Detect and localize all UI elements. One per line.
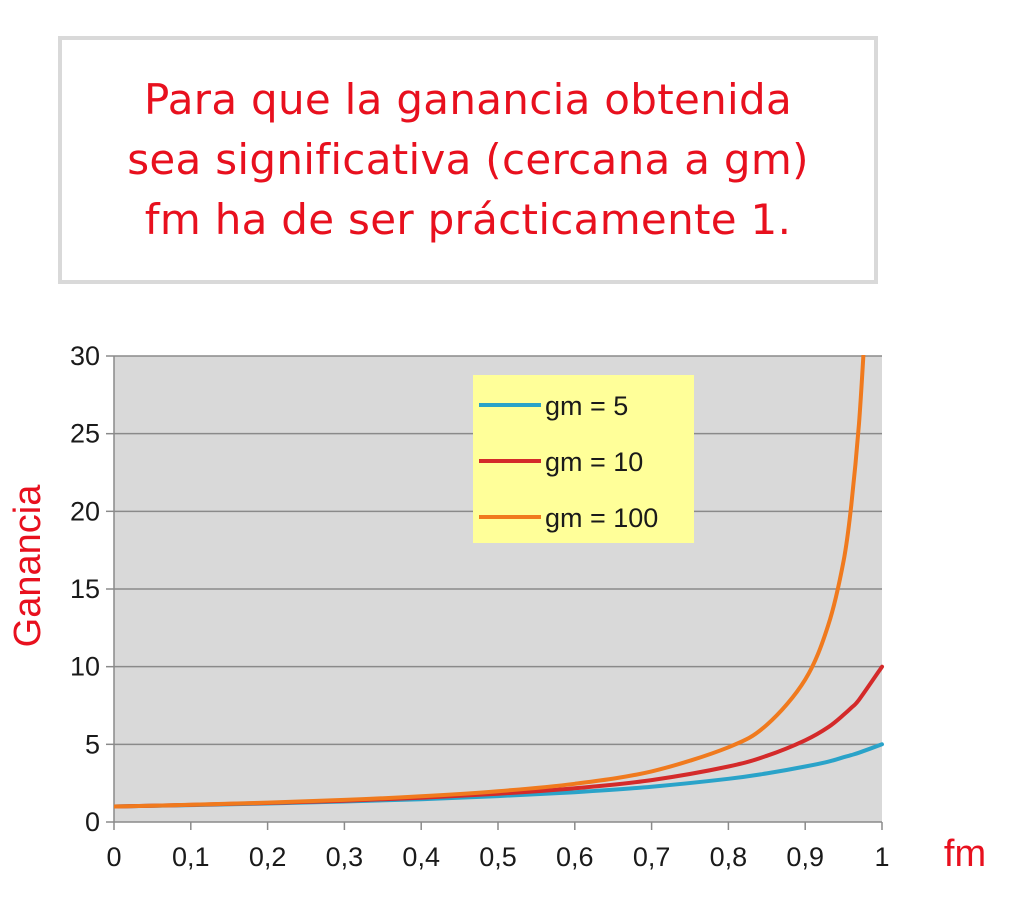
y-tick-label: 20: [70, 496, 100, 526]
x-tick-label: 0,8: [710, 842, 748, 872]
series-line-2: [114, 355, 866, 809]
legend-label-0: gm = 5: [545, 391, 628, 421]
callout-box: Para que la ganancia obtenida sea signif…: [58, 36, 878, 284]
y-tick-label: 0: [85, 807, 100, 837]
x-tick-label: 0,6: [556, 842, 594, 872]
callout-line-2: sea significativa (cercana a gm): [127, 135, 809, 184]
x-tick-label: 0,2: [249, 842, 287, 872]
y-axis-title: Ganancia: [7, 484, 49, 648]
legend-label-2: gm = 100: [545, 503, 658, 533]
x-tick-label: 0,7: [633, 842, 671, 872]
x-tick-label: 0,3: [326, 842, 364, 872]
x-tick-label: 0,9: [786, 842, 824, 872]
x-tick-label: 0,4: [402, 842, 440, 872]
legend-label-1: gm = 10: [545, 447, 643, 477]
y-tick-label: 5: [85, 729, 100, 759]
y-tick-label: 30: [70, 341, 100, 371]
y-tick-label: 15: [70, 574, 100, 604]
y-tick-label: 10: [70, 652, 100, 682]
x-tick-label: 1: [874, 842, 889, 872]
x-axis-title: fm: [944, 833, 986, 875]
x-tick-label: 0,1: [172, 842, 210, 872]
x-tick-label: 0,5: [479, 842, 517, 872]
callout-line-1: Para que la ganancia obtenida: [143, 75, 793, 124]
x-tick-label: 0: [106, 842, 121, 872]
callout-line-3: fm ha de ser prácticamente 1.: [144, 195, 792, 244]
y-tick-label: 25: [70, 419, 100, 449]
